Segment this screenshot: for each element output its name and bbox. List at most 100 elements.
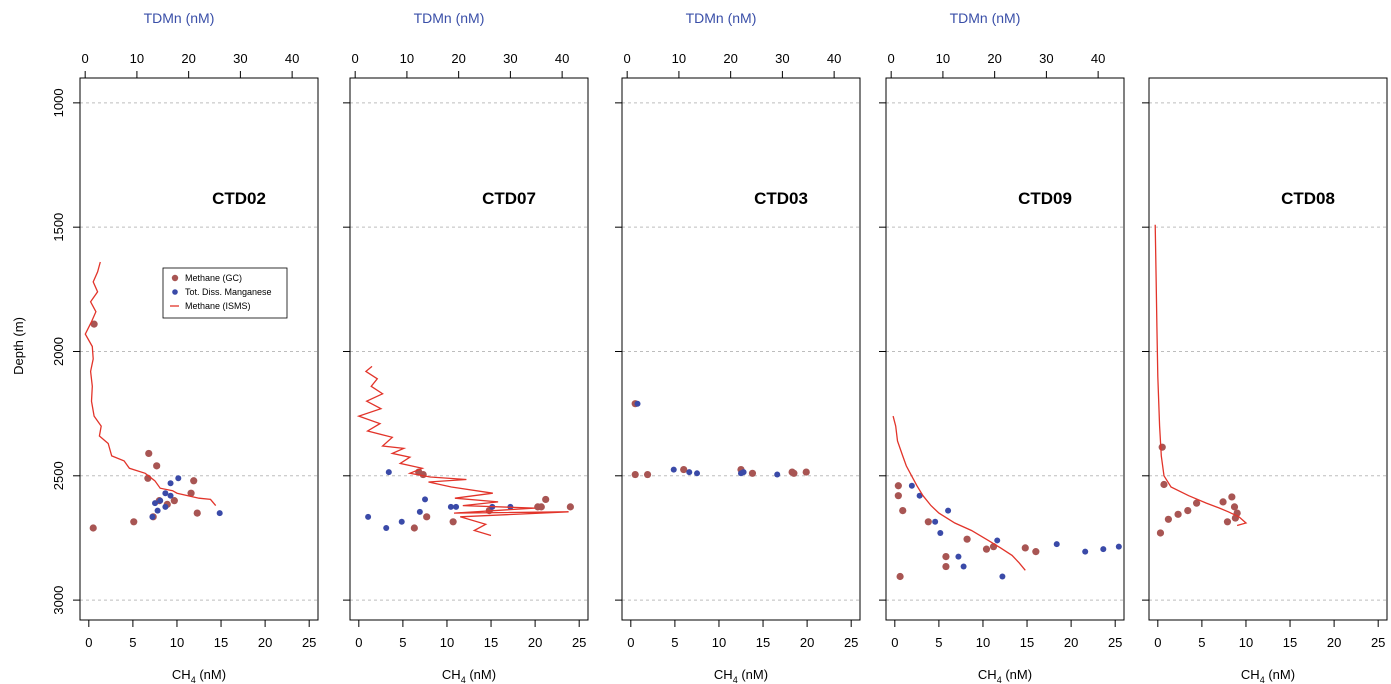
x-axis-label-subscript: 4 bbox=[997, 675, 1002, 684]
x-tick-label: 15 bbox=[1283, 635, 1297, 650]
manganese-point bbox=[740, 469, 747, 476]
top-x-tick-label: 40 bbox=[555, 51, 569, 66]
methane-gc-point bbox=[748, 469, 757, 477]
methane-gc-point bbox=[145, 449, 153, 458]
methane-gc-point bbox=[894, 482, 902, 490]
x-axis-label: CH4 (nM) bbox=[1241, 667, 1295, 684]
manganese-point bbox=[932, 518, 939, 525]
manganese-point bbox=[686, 469, 693, 476]
top-x-tick-label: 10 bbox=[400, 51, 414, 66]
manganese-point bbox=[162, 503, 169, 510]
x-axis-label-unit: (nM) bbox=[1002, 667, 1032, 682]
methane-gc-point bbox=[802, 468, 810, 476]
x-axis-label-main: CH bbox=[172, 667, 191, 682]
manganese-point bbox=[994, 537, 1001, 544]
manganese-point bbox=[908, 482, 915, 489]
top-x-tick-label: 0 bbox=[624, 51, 631, 66]
manganese-point bbox=[955, 553, 962, 560]
manganese-point bbox=[634, 400, 641, 407]
methane-gc-point bbox=[942, 562, 950, 571]
x-tick-label: 5 bbox=[1198, 635, 1205, 650]
x-axis-label: CH4 (nM) bbox=[978, 667, 1032, 684]
x-tick-label: 20 bbox=[800, 635, 814, 650]
legend-box bbox=[162, 267, 288, 319]
x-tick-label: 20 bbox=[258, 635, 272, 650]
methane-gc-point bbox=[680, 465, 688, 474]
top-x-tick-label: 40 bbox=[827, 51, 841, 66]
manganese-point bbox=[167, 480, 174, 487]
methane-gc-point bbox=[170, 497, 178, 505]
panel-ctd09: 0 5 10 15 20 25 CH4 (nM) 0 10 20 30 40 TDMn (nM) CTD0… bbox=[879, 10, 1125, 684]
x-tick-label: 15 bbox=[214, 635, 228, 650]
y-tick-label: 2500 bbox=[51, 461, 66, 490]
manganese-point bbox=[453, 503, 460, 510]
legend-label: Methane (GC) bbox=[185, 273, 242, 283]
x-tick-label: 20 bbox=[1327, 635, 1341, 650]
methane-gc-point bbox=[1032, 548, 1040, 556]
top-x-tick-label: 30 bbox=[775, 51, 789, 66]
top-x-tick-label: 0 bbox=[888, 51, 895, 66]
panel-title: CTD07 bbox=[482, 189, 536, 208]
x-tick-label: 5 bbox=[671, 635, 678, 650]
x-axis-label-unit: (nM) bbox=[466, 667, 496, 682]
x-axis-label: CH4 (nM) bbox=[172, 667, 226, 684]
x-tick-label: 5 bbox=[399, 635, 406, 650]
panel-title: CTD09 bbox=[1018, 189, 1072, 208]
plot-frame bbox=[79, 77, 319, 621]
x-tick-label: 20 bbox=[528, 635, 542, 650]
manganese-point bbox=[1053, 541, 1060, 548]
top-x-tick-label: 30 bbox=[503, 51, 517, 66]
methane-isms-line bbox=[1154, 224, 1248, 527]
top-x-tick-label: 40 bbox=[1091, 51, 1105, 66]
x-tick-label: 0 bbox=[627, 635, 634, 650]
x-axis-label-unit: (nM) bbox=[196, 667, 226, 682]
manganese-point bbox=[945, 507, 952, 514]
manganese-point bbox=[154, 507, 161, 514]
methane-gc-point bbox=[1193, 499, 1201, 507]
panel-title: CTD03 bbox=[754, 189, 808, 208]
panel-ctd08: 0 5 10 15 20 25 CH4 (nM) CTD08 bbox=[1142, 77, 1388, 684]
x-tick-label: 15 bbox=[756, 635, 770, 650]
legend-label: Tot. Diss. Manganese bbox=[185, 287, 272, 297]
x-tick-label: 25 bbox=[1108, 635, 1122, 650]
top-x-tick-label: 40 bbox=[285, 51, 299, 66]
manganese-point bbox=[157, 497, 164, 504]
methane-gc-point bbox=[187, 489, 195, 497]
x-axis-label-subscript: 4 bbox=[191, 675, 196, 684]
x-tick-label: 5 bbox=[129, 635, 136, 650]
methane-gc-point bbox=[153, 462, 161, 470]
top-x-tick-label: 0 bbox=[352, 51, 359, 66]
top-x-tick-label: 0 bbox=[82, 51, 89, 66]
top-axis-label: TDMn (nM) bbox=[950, 10, 1021, 26]
x-axis-label-subscript: 4 bbox=[1260, 675, 1265, 684]
manganese-point bbox=[916, 492, 923, 499]
x-axis-label-main: CH bbox=[978, 667, 997, 682]
methane-gc-point bbox=[1184, 507, 1192, 515]
x-tick-label: 10 bbox=[712, 635, 726, 650]
methane-gc-point bbox=[1174, 510, 1182, 518]
x-tick-label: 5 bbox=[935, 635, 942, 650]
x-axis-label-main: CH bbox=[1241, 667, 1260, 682]
methane-gc-point bbox=[1223, 518, 1232, 526]
x-axis-label-unit: (nM) bbox=[1265, 667, 1295, 682]
manganese-point bbox=[694, 470, 701, 477]
x-axis-label-unit: (nM) bbox=[738, 667, 768, 682]
manganese-point bbox=[1115, 543, 1122, 550]
x-axis-label-main: CH bbox=[714, 667, 733, 682]
methane-gc-point bbox=[899, 507, 907, 515]
top-x-tick-label: 20 bbox=[181, 51, 195, 66]
methane-gc-point bbox=[193, 509, 201, 517]
x-tick-label: 10 bbox=[440, 635, 454, 650]
x-axis-label-main: CH bbox=[442, 667, 461, 682]
manganese-point bbox=[167, 492, 174, 499]
x-tick-label: 10 bbox=[976, 635, 990, 650]
top-x-tick-label: 10 bbox=[130, 51, 144, 66]
methane-isms-line bbox=[84, 261, 217, 507]
depth-axis-label: Depth (m) bbox=[11, 317, 26, 375]
methane-gc-point bbox=[90, 320, 98, 328]
methane-gc-point bbox=[1164, 515, 1172, 523]
methane-gc-point bbox=[419, 470, 427, 479]
methane-gc-point bbox=[1156, 529, 1165, 537]
x-axis-label-subscript: 4 bbox=[733, 675, 738, 684]
